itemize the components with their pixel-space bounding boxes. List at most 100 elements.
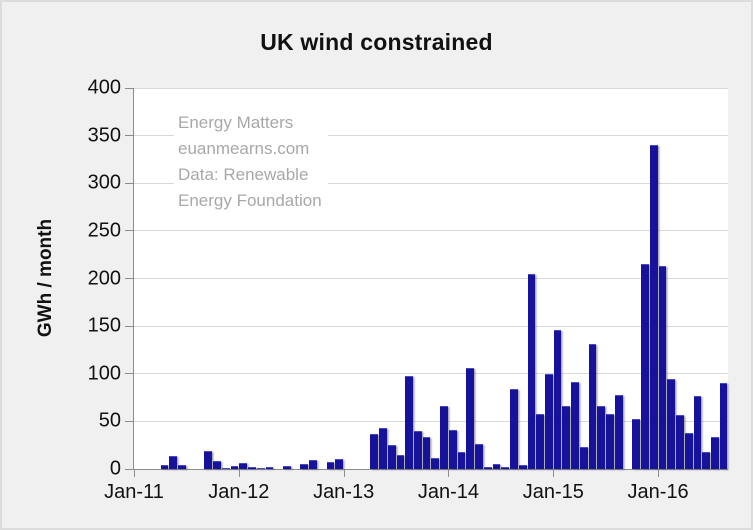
- bar-Feb-16: [667, 378, 676, 469]
- y-tick-50: [125, 420, 133, 422]
- gridline-400: [134, 87, 728, 89]
- bar-Apr-14: [475, 444, 483, 469]
- bar-Nov-14: [536, 413, 545, 469]
- gridline-350: [134, 135, 728, 137]
- bar-Sep-14: [518, 465, 527, 469]
- y-tick-label-150: 150: [87, 314, 121, 337]
- y-tick-label-300: 300: [87, 171, 121, 194]
- y-tick-0: [125, 468, 133, 470]
- x-tick-Jan-12: [238, 470, 240, 477]
- bar-Jan-15: [553, 329, 562, 469]
- bar-May-13: [379, 428, 387, 469]
- bar-Dec-13: [440, 406, 448, 469]
- gridline-200: [134, 278, 728, 279]
- x-tick-label-Jan-12: Jan-12: [208, 481, 270, 503]
- x-tick-Jan-11: [134, 470, 135, 477]
- y-tick-label-50: 50: [98, 409, 121, 432]
- bar-May-11: [169, 455, 178, 469]
- bar-Apr-16: [684, 432, 693, 469]
- x-tick-Jan-14: [448, 470, 450, 477]
- bar-Dec-12: [335, 459, 344, 469]
- bar-Jul-15: [606, 413, 614, 469]
- y-tick-300: [125, 182, 133, 184]
- bar-Nov-13: [431, 457, 440, 469]
- bar-May-16: [693, 395, 702, 469]
- bar-Feb-12: [248, 467, 256, 469]
- plot-area: Energy Matters euanmearns.com Data: Renewa…: [88, 77, 728, 503]
- bar-Aug-14: [510, 389, 518, 469]
- watermark-line-4: Energy Foundation: [178, 191, 322, 210]
- y-tick-label-200: 200: [87, 267, 121, 289]
- watermark: Energy Matters euanmearns.com Data: Renewa…: [174, 108, 328, 216]
- bar-Jun-16: [702, 451, 710, 469]
- gridline-300: [134, 182, 728, 184]
- bar-Oct-13: [422, 436, 431, 469]
- bar-May-15: [588, 344, 597, 469]
- bar-Jun-15: [597, 406, 606, 469]
- bar-Jan-14: [448, 429, 457, 469]
- bar-Apr-15: [579, 447, 588, 469]
- bar-Oct-14: [527, 273, 536, 469]
- bar-Jul-13: [396, 454, 405, 469]
- y-tick-250: [125, 230, 133, 232]
- bar-Nov-15: [641, 264, 649, 469]
- gridline-150: [134, 325, 728, 327]
- x-tick-Jan-16: [658, 470, 660, 477]
- y-tick-label-0: 0: [109, 457, 121, 480]
- bar-Dec-14: [545, 373, 553, 469]
- x-tick-Jan-13: [343, 470, 345, 477]
- bar-Jun-12: [282, 466, 291, 469]
- chart-title: UK wind constrained: [260, 29, 493, 55]
- bar-Mar-15: [571, 382, 579, 469]
- bar-Oct-15: [632, 418, 641, 469]
- y-tick-label-100: 100: [87, 362, 121, 385]
- bar-Nov-12: [326, 462, 335, 469]
- bar-Jun-14: [492, 464, 501, 469]
- y-tick-350: [125, 135, 133, 137]
- watermark-line-2: euanmearns.com: [178, 139, 310, 158]
- bar-Mar-14: [466, 368, 475, 469]
- bar-Aug-15: [614, 394, 623, 469]
- bar-Nov-11: [221, 468, 230, 469]
- bar-Aug-12: [300, 464, 309, 469]
- bar-Jan-16: [658, 266, 667, 469]
- y-tick-label-400: 400: [87, 76, 121, 99]
- bar-Jun-11: [178, 465, 186, 469]
- bar-Aug-16: [719, 383, 728, 469]
- y-tick-200: [125, 278, 133, 279]
- bar-Dec-15: [649, 145, 658, 469]
- y-tick-label-250: 250: [87, 219, 121, 242]
- bars: [134, 88, 728, 469]
- bar-Feb-14: [457, 451, 466, 469]
- gridline-250: [134, 230, 728, 232]
- bar-Jul-14: [501, 467, 510, 469]
- x-tick-label-Jan-14: Jan-14: [417, 481, 480, 503]
- bar-Oct-11: [213, 461, 221, 469]
- bar-Jul-16: [710, 436, 719, 469]
- bar-Jan-12: [239, 463, 248, 469]
- bar-Apr-13: [370, 433, 379, 469]
- bar-Dec-11: [230, 466, 239, 469]
- y-tick-100: [125, 373, 133, 375]
- watermark-line-3: Data: Renewable: [178, 165, 309, 184]
- watermark-line-1: Energy Matters: [178, 113, 294, 132]
- bar-May-14: [483, 467, 492, 469]
- x-tick-label-Jan-11: Jan-11: [104, 481, 164, 503]
- bar-Apr-12: [265, 467, 274, 469]
- y-axis-title: GWh / month: [35, 218, 56, 338]
- bar-Sep-12: [309, 460, 317, 469]
- y-tick-label-350: 350: [87, 124, 121, 147]
- bar-Aug-13: [405, 375, 413, 469]
- bar-Sep-13: [414, 430, 422, 469]
- x-tick-label-Jan-15: Jan-15: [522, 481, 584, 503]
- bar-Sep-11: [204, 450, 213, 469]
- bar-Mar-12: [256, 468, 265, 469]
- bar-Jun-13: [387, 445, 396, 469]
- x-tick-Jan-15: [553, 470, 555, 477]
- x-tick-label-Jan-13: Jan-13: [313, 481, 375, 503]
- gridline-50: [134, 420, 728, 422]
- bar-Feb-15: [562, 406, 571, 469]
- y-tick-400: [125, 87, 133, 89]
- gridline-100: [134, 373, 728, 375]
